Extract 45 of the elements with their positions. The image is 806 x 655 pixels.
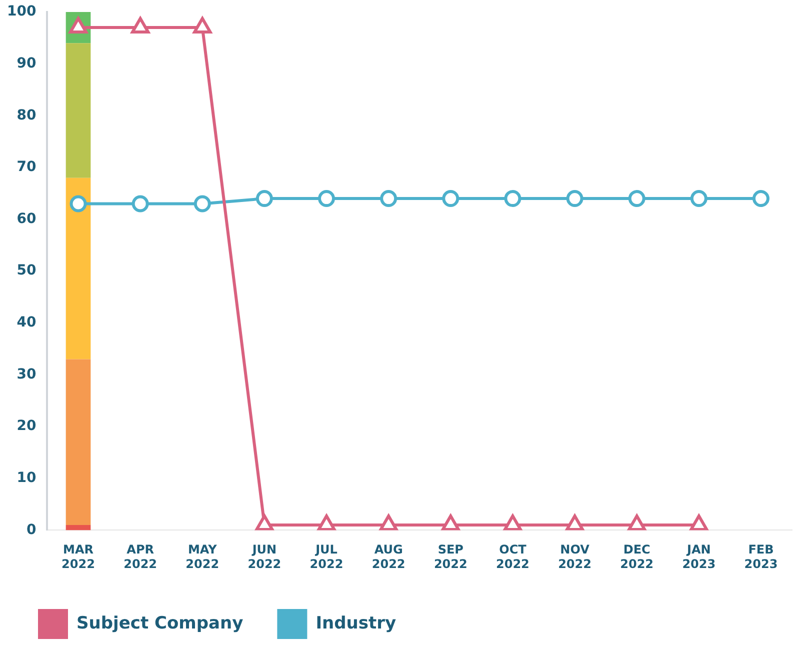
legend-label: Subject Company	[76, 613, 244, 634]
x-tick-label: NOV 2022	[558, 542, 592, 571]
point	[442, 190, 460, 208]
x-tick-label: OCT 2022	[496, 542, 530, 571]
point	[752, 190, 770, 208]
point	[504, 190, 522, 208]
x-tick-label: DEC 2022	[620, 542, 654, 571]
point	[628, 514, 646, 530]
y-tick-label: 30	[16, 366, 36, 382]
point	[690, 190, 708, 208]
x-tick-label: AUG 2022	[372, 542, 406, 571]
point	[132, 195, 149, 212]
point	[317, 514, 336, 530]
point	[565, 514, 584, 530]
y-tick-label: 100	[6, 4, 36, 20]
y-tick-label: 10	[16, 470, 36, 486]
x-tick-label: JAN 2023	[682, 542, 716, 571]
x-tick-label: MAR 2022	[62, 542, 95, 571]
x-tick-label: MAY 2022	[186, 542, 220, 571]
x-tick-label: SEP 2022	[434, 542, 468, 571]
y-tick-label: 40	[16, 314, 36, 331]
point	[566, 190, 584, 208]
x-tick-label: JUN 2022	[248, 542, 282, 571]
y-tick-label: 80	[16, 107, 36, 124]
y-tick-label: 70	[16, 159, 36, 176]
point	[380, 190, 398, 208]
point	[503, 514, 522, 530]
x-tick-label: JUL 2022	[310, 542, 344, 571]
y-tick-label: 50	[16, 262, 36, 279]
y-tick-label: 0	[26, 522, 36, 538]
x-tick-label: FEB 2023	[744, 542, 778, 571]
point	[690, 514, 708, 530]
legend-label: Industry	[316, 613, 396, 634]
y-tick-label: 20	[16, 418, 36, 434]
x-tick-label: APR 2022	[124, 542, 158, 571]
point	[441, 514, 460, 530]
point	[194, 195, 211, 212]
point	[318, 190, 336, 208]
y-tick-label: 60	[16, 210, 36, 227]
point	[628, 190, 646, 208]
y-tick-label: 90	[16, 55, 36, 72]
point	[379, 514, 398, 530]
point	[256, 190, 273, 208]
point	[70, 195, 87, 212]
point	[255, 514, 274, 530]
